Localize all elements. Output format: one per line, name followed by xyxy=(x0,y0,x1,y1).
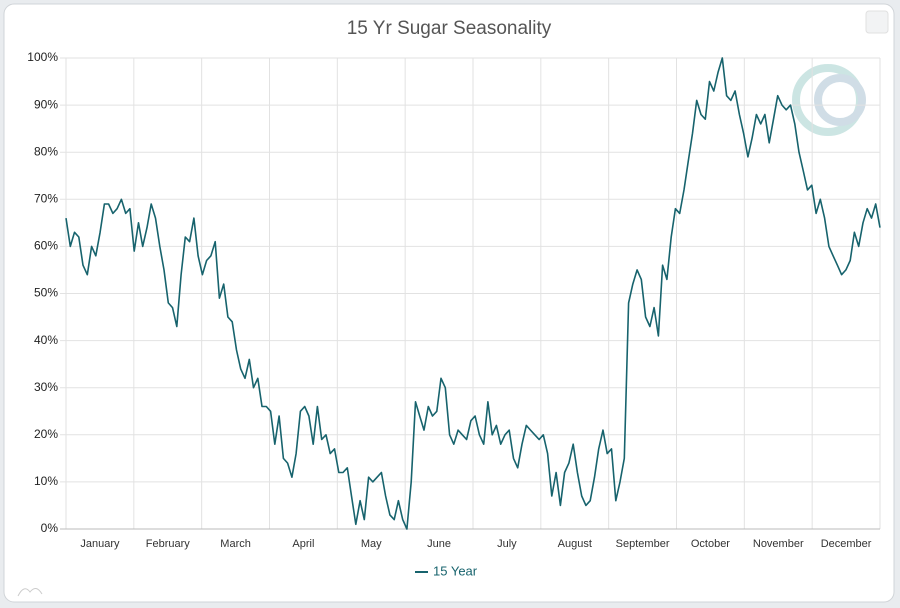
y-tick-label: 0% xyxy=(41,521,59,535)
y-tick-label: 80% xyxy=(34,144,58,158)
menu-button[interactable] xyxy=(865,10,889,34)
x-tick-label: November xyxy=(753,538,804,550)
y-tick-label: 100% xyxy=(27,50,58,64)
line xyxy=(65,57,881,530)
card xyxy=(3,3,895,603)
x-tick-label: October xyxy=(691,538,730,550)
x-tick-label: June xyxy=(427,538,451,550)
x-tick-label: March xyxy=(220,538,251,550)
x-tick-label: July xyxy=(497,538,517,550)
y-tick-label: 60% xyxy=(34,239,58,253)
x-tick-label: December xyxy=(821,538,872,550)
y-tick-label: 40% xyxy=(34,333,58,347)
y-tick-label: 70% xyxy=(34,191,58,205)
watermark xyxy=(17,588,43,597)
x-tick-label: February xyxy=(146,538,191,550)
x-tick-label: August xyxy=(558,538,592,550)
chart-title: 15 Yr Sugar Seasonality xyxy=(347,18,552,39)
x-tick-label: January xyxy=(80,538,120,550)
y-tick-label: 30% xyxy=(34,380,58,394)
y-tick-label: 20% xyxy=(34,427,58,441)
logo xyxy=(792,64,866,136)
x-tick-label: April xyxy=(292,538,314,550)
y-tick-label: 50% xyxy=(34,286,58,300)
y-tick-label: 90% xyxy=(34,97,58,111)
x-tick-label: September xyxy=(616,538,670,550)
y-tick-label: 10% xyxy=(34,474,58,488)
x-tick-label: May xyxy=(361,538,382,550)
legend-label: 15 Year xyxy=(433,563,478,578)
